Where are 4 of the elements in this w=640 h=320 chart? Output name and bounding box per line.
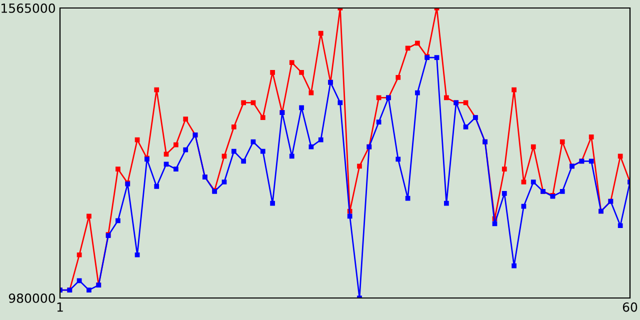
y-tick-label: 980000	[8, 293, 55, 303]
x-tick-label: 1	[57, 302, 63, 312]
y-tick-label: 1565000	[2, 3, 55, 13]
x-tick-label: 60	[622, 302, 638, 312]
